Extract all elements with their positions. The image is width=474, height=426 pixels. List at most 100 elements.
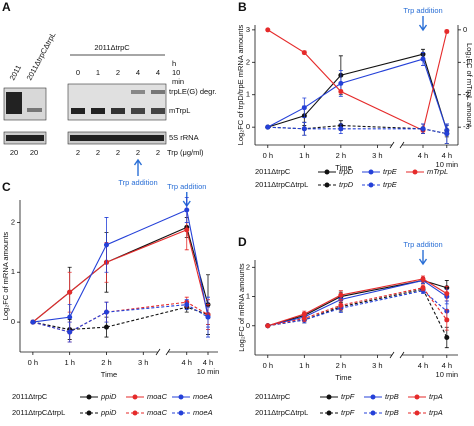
series-line <box>267 288 448 338</box>
y-tick-label: 2 <box>11 217 15 226</box>
y-tick-label: 2 <box>246 262 250 271</box>
point <box>205 314 211 320</box>
y-tick-label: 3 <box>246 25 250 34</box>
x-axis-label: Time <box>335 373 351 382</box>
legend-marker <box>368 182 374 188</box>
x-tick-label: 1 h <box>64 358 74 367</box>
break-mark <box>389 141 395 149</box>
x-tick-label: 10 min <box>436 160 459 169</box>
legend-label: trpF <box>341 408 355 417</box>
x-tick-label: 4 h <box>182 358 192 367</box>
arrow <box>133 158 143 176</box>
legend-group-label: 2011ΔtrpCΔtrpL <box>255 180 308 189</box>
trp-value: 2 <box>116 148 120 157</box>
annotation: Trp addition <box>167 182 206 191</box>
legend-label: ppiD <box>100 408 117 417</box>
point <box>301 105 307 111</box>
point <box>444 291 450 297</box>
x-tick-label: 2 h <box>101 358 111 367</box>
legend-marker <box>86 410 92 416</box>
point <box>301 50 307 56</box>
x-tick-label: 2 h <box>336 361 346 370</box>
band <box>70 135 164 141</box>
arrow <box>418 16 428 32</box>
arrow <box>418 250 428 266</box>
point <box>265 27 271 33</box>
x-tick-label: 2 h <box>336 151 346 160</box>
point <box>338 292 344 298</box>
legend-marker <box>178 394 184 400</box>
y-axis-label: Log₂FC of trpD/trpE mRNA amounts <box>236 25 245 146</box>
legend-marker <box>326 410 332 416</box>
x-tick-label: 4 h <box>442 361 452 370</box>
x-tick-label: 0 h <box>263 361 273 370</box>
time-label: 4 <box>156 68 160 77</box>
legend-marker <box>414 410 420 416</box>
point <box>301 126 307 132</box>
point <box>338 302 344 308</box>
legend-group-label: 2011ΔtrpCΔtrpL <box>255 408 308 417</box>
time-label: 1 <box>96 68 100 77</box>
time-label: 4 <box>136 68 140 77</box>
point <box>444 334 450 340</box>
lane-label: 2011ΔtrpCΔtrpL <box>25 31 58 82</box>
x-axis-label: Time <box>335 163 351 172</box>
strain-label: 2011ΔtrpC <box>94 43 130 52</box>
legend-marker <box>368 169 374 175</box>
trp-value: 20 <box>10 148 18 157</box>
annotation: Trp addition <box>118 178 157 187</box>
y-axis-label: Log₂FC of mRNA amounts <box>237 263 246 352</box>
y2-tick-label: 0 <box>463 25 467 34</box>
legend-label: trpF <box>341 392 355 401</box>
legend-marker <box>370 410 376 416</box>
point <box>301 315 307 321</box>
band <box>91 108 105 114</box>
band <box>151 108 165 114</box>
x-tick-label: 10 min <box>436 370 459 379</box>
legend-label: trpE <box>383 180 398 189</box>
point <box>338 80 344 86</box>
legend-marker <box>132 410 138 416</box>
y-tick-label: 1 <box>11 267 15 276</box>
band <box>111 108 125 114</box>
point <box>444 317 450 323</box>
legend-marker <box>326 394 332 400</box>
x-tick-label: 0 h <box>28 358 38 367</box>
x-tick-label: 1 h <box>299 361 309 370</box>
band-label: 5S rRNA <box>169 133 199 142</box>
series-line <box>267 124 447 135</box>
point <box>420 285 426 291</box>
legend-label: mTrpL <box>427 167 448 176</box>
legend-group-label: 2011ΔtrpC <box>12 392 48 401</box>
x-axis-label: Time <box>101 370 117 379</box>
x-tick-label: 4 h <box>418 151 428 160</box>
band <box>131 90 145 94</box>
y-tick-label: 2 <box>246 57 250 66</box>
point <box>420 126 426 132</box>
lane-label: 2011 <box>8 63 24 81</box>
point <box>420 56 426 62</box>
time-unit: h <box>172 59 176 68</box>
x-tick-label: 1 h <box>299 151 309 160</box>
blot <box>67 83 167 121</box>
time-label: 0 <box>76 68 80 77</box>
legend-marker <box>86 394 92 400</box>
band <box>151 90 165 94</box>
series-line <box>267 53 448 131</box>
y2-axis-label: Log₂FC of mTrpL amount <box>465 43 474 128</box>
legend-marker <box>178 410 184 416</box>
band <box>6 92 22 114</box>
legend-group-label: 2011ΔtrpC <box>255 392 291 401</box>
legend-label: trpD <box>339 167 354 176</box>
y2-tick-label: -1 <box>463 57 470 66</box>
point <box>103 242 109 248</box>
legend-label: moeA <box>193 408 213 417</box>
point <box>444 28 450 34</box>
break-mark <box>165 348 171 356</box>
y-tick-label: 0 <box>246 321 250 330</box>
point <box>67 289 73 295</box>
y2-tick-label: -2 <box>463 90 470 99</box>
point <box>338 88 344 94</box>
annotation: Trp addition <box>403 6 442 15</box>
